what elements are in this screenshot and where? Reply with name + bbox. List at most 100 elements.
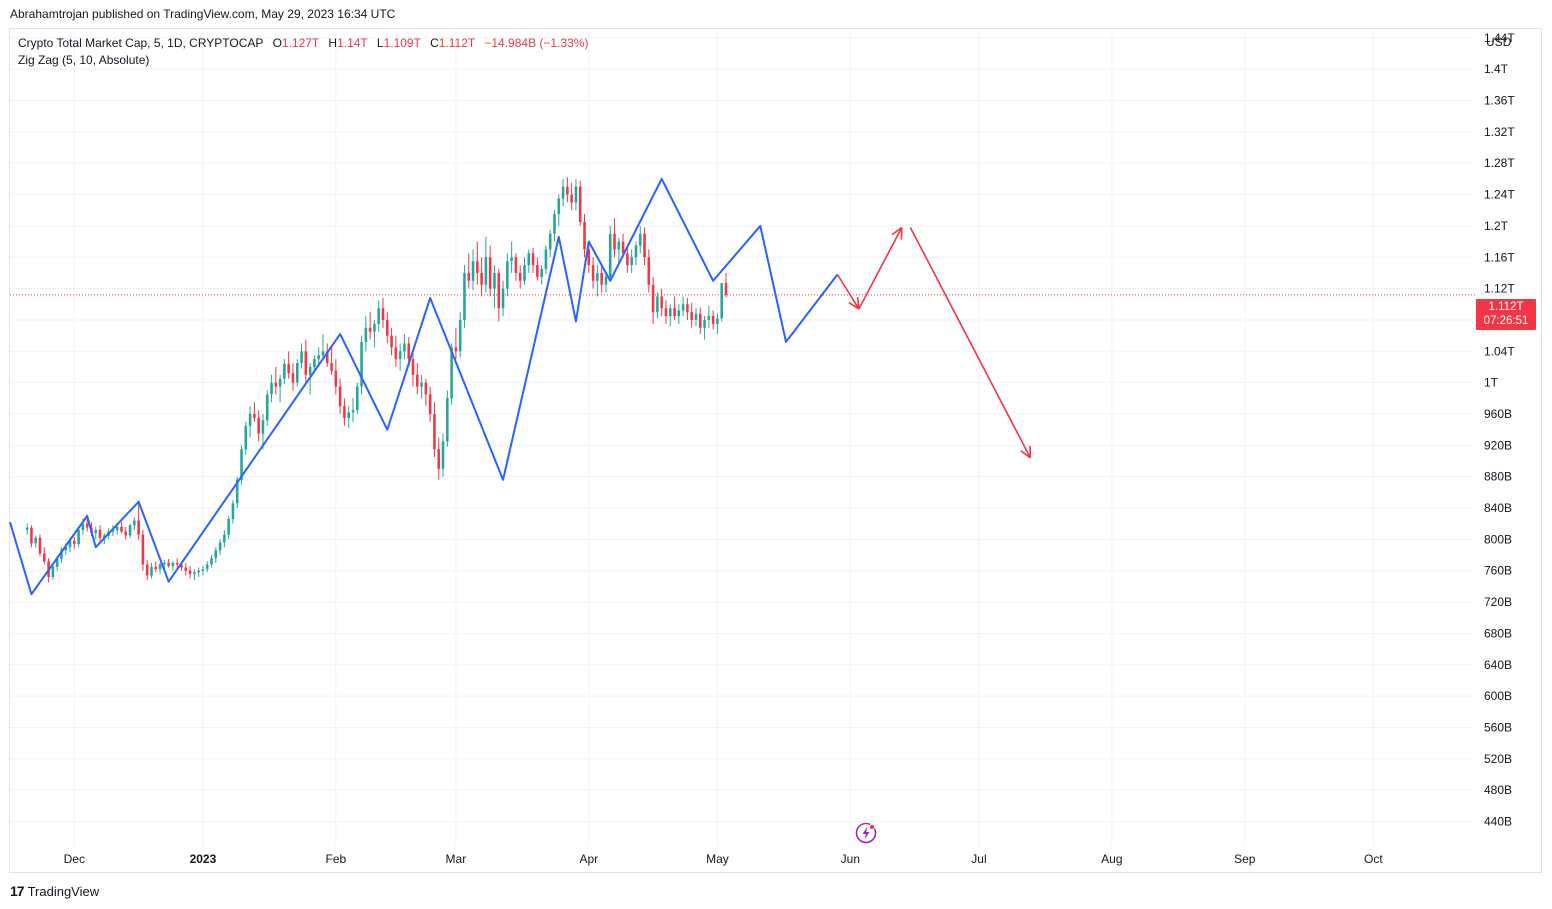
candle-body [428, 394, 432, 414]
candle [484, 236, 488, 293]
candle [617, 237, 621, 266]
candle [248, 406, 252, 438]
candle [325, 343, 329, 367]
candle [596, 265, 599, 297]
candle [205, 561, 209, 573]
candle-body [673, 308, 676, 317]
candle [368, 312, 372, 340]
change-value: −14.984B (−1.33%) [484, 36, 589, 50]
candle-body [647, 257, 651, 285]
candle [471, 249, 475, 291]
candle-body [141, 534, 145, 565]
candle [694, 308, 698, 327]
x-tick-label: Dec [64, 852, 85, 866]
candle [681, 296, 685, 317]
candle [506, 253, 509, 297]
candle [283, 359, 286, 385]
candle-body [651, 284, 655, 313]
candle [300, 343, 303, 369]
candle [287, 351, 290, 379]
candle-body [244, 425, 248, 450]
tradingview-footer[interactable]: 17 TradingView [10, 883, 99, 899]
candle [111, 525, 115, 537]
candle [686, 298, 689, 320]
candle-body [574, 186, 578, 203]
candle-body [321, 351, 325, 356]
candle-body [317, 355, 320, 360]
candle [141, 529, 145, 571]
y-tick-label: 1.12T [1484, 282, 1515, 296]
candle-body [463, 272, 466, 320]
candle [561, 178, 565, 207]
y-tick-label: 840B [1484, 501, 1512, 515]
candle [355, 382, 359, 414]
candle [527, 249, 531, 273]
indicator-label[interactable]: Zig Zag (5, 10, Absolute) [18, 53, 150, 67]
candle [600, 265, 603, 293]
candle [291, 363, 295, 391]
candle [553, 210, 556, 242]
candle [608, 225, 612, 281]
candle-body [304, 351, 308, 375]
candle-body [150, 566, 153, 576]
candle [411, 351, 415, 387]
published-by-text: Abrahamtrojan published on TradingView.c… [10, 7, 396, 21]
candle [25, 523, 29, 535]
candle-body [578, 186, 582, 222]
candle-body [668, 308, 672, 317]
candle [638, 225, 642, 254]
candle-body [120, 526, 123, 532]
y-tick-label: 1.2T [1484, 219, 1509, 233]
candle [664, 300, 668, 324]
candle [613, 218, 616, 258]
candle [630, 249, 633, 273]
projection-arrow [836, 274, 860, 310]
x-tick-label: Mar [446, 852, 467, 866]
candle-body [518, 272, 522, 281]
candle [261, 413, 265, 450]
x-tick-label: Apr [579, 852, 598, 866]
candle [510, 241, 513, 273]
candle-body [124, 531, 128, 536]
candle [720, 283, 723, 322]
currency-label[interactable]: USD [1486, 35, 1512, 49]
candle [120, 522, 123, 534]
candle-body [115, 526, 119, 530]
candle [390, 327, 393, 356]
candle [244, 421, 248, 455]
candle [175, 558, 179, 568]
candle-body [660, 296, 663, 309]
candle-body [300, 351, 303, 364]
candle-body [716, 318, 719, 324]
y-tick-label: 920B [1484, 438, 1512, 452]
candle [724, 272, 728, 298]
zigzag-indicator [9, 177, 839, 596]
candle [493, 265, 496, 309]
y-tick-label: 720B [1484, 595, 1512, 609]
candle [488, 245, 492, 297]
x-tick-label: Feb [325, 852, 346, 866]
lightning-icon[interactable] [855, 822, 877, 844]
candle-body [381, 308, 385, 320]
candle-body [433, 413, 436, 450]
candle-body [210, 558, 213, 565]
candle [171, 561, 175, 571]
candle-body [73, 540, 76, 545]
candle-body [364, 327, 368, 342]
symbol-name[interactable]: Crypto Total Market Cap, 5, 1D, CRYPTOCA… [18, 36, 264, 50]
candle-body [523, 265, 526, 281]
candle [548, 229, 552, 258]
candle-body [145, 564, 149, 576]
candle-body [476, 261, 479, 273]
candle [673, 296, 676, 320]
candle-body [707, 316, 711, 320]
candle [351, 398, 355, 422]
candle [167, 558, 170, 568]
candle-body [218, 542, 222, 551]
candle-body [373, 323, 376, 332]
candle [634, 241, 638, 266]
y-tick-label: 1T [1484, 376, 1499, 390]
candle-body [283, 363, 286, 379]
candle [223, 529, 226, 548]
